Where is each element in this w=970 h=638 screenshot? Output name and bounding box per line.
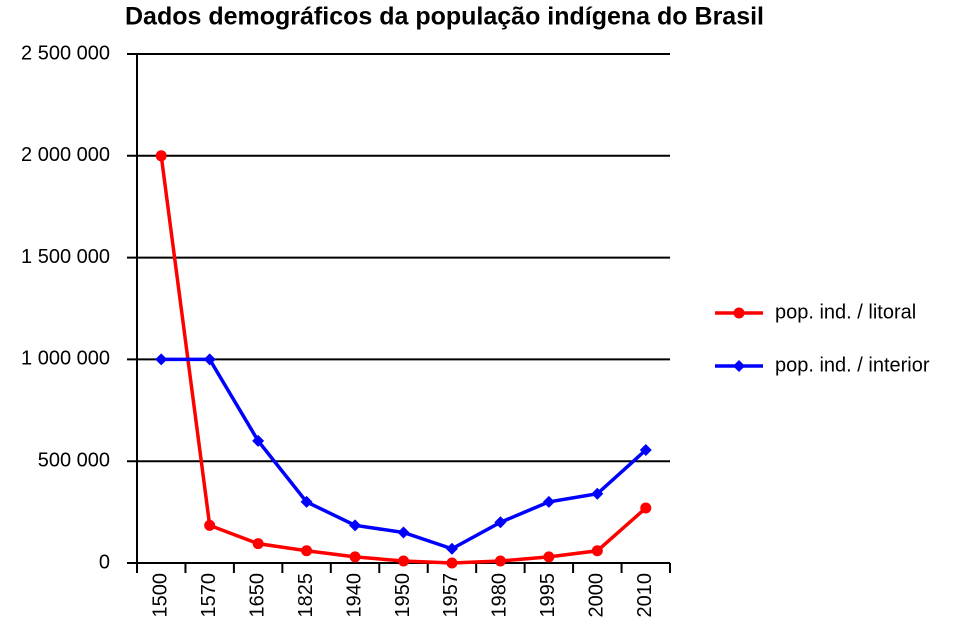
data-point bbox=[349, 551, 361, 563]
x-tick-label: 1950 bbox=[392, 573, 414, 618]
data-point bbox=[445, 542, 458, 555]
data-point bbox=[446, 557, 458, 569]
data-point bbox=[301, 545, 313, 557]
y-tick-label: 1 000 000 bbox=[21, 348, 110, 370]
legend-marker bbox=[733, 307, 745, 319]
legend-label: pop. ind. / interior bbox=[775, 354, 930, 376]
series-line bbox=[161, 357, 647, 551]
x-tick-label: 1825 bbox=[295, 573, 317, 618]
data-point bbox=[543, 551, 555, 563]
data-point bbox=[397, 526, 410, 539]
x-tick-label: 1940 bbox=[343, 573, 365, 618]
data-point bbox=[542, 495, 555, 508]
data-point bbox=[591, 545, 603, 557]
chart-title: Dados demográficos da população indígena… bbox=[125, 3, 764, 31]
x-tick-label: 1650 bbox=[246, 573, 268, 618]
data-point bbox=[155, 353, 168, 366]
data-point bbox=[494, 516, 507, 529]
x-tick-label: 1500 bbox=[150, 573, 172, 618]
legend-label: pop. ind. / litoral bbox=[775, 301, 916, 323]
data-point bbox=[640, 502, 652, 514]
x-tick-label: 1980 bbox=[489, 573, 511, 618]
legend-marker bbox=[733, 360, 745, 372]
data-point bbox=[204, 519, 216, 531]
y-tick-label: 0 bbox=[99, 551, 110, 573]
data-point bbox=[639, 444, 652, 457]
x-tick-label: 1957 bbox=[440, 573, 462, 618]
x-tick-label: 1570 bbox=[198, 573, 220, 618]
data-point bbox=[252, 538, 264, 550]
data-point bbox=[155, 150, 167, 162]
y-tick-label: 1 500 000 bbox=[21, 246, 110, 268]
x-tick-label: 2000 bbox=[586, 573, 608, 618]
data-point bbox=[494, 555, 506, 567]
data-point bbox=[300, 495, 313, 508]
x-tick-label: 1995 bbox=[537, 573, 559, 618]
y-tick-label: 500 000 bbox=[38, 449, 110, 471]
data-point bbox=[252, 434, 265, 447]
data-point bbox=[398, 555, 409, 567]
data-point bbox=[591, 487, 604, 500]
data-point bbox=[349, 519, 362, 532]
x-tick-label: 2010 bbox=[634, 573, 656, 618]
y-tick-label: 2 000 000 bbox=[21, 144, 110, 166]
y-tick-label: 2 500 000 bbox=[21, 42, 110, 64]
data-point bbox=[203, 353, 216, 366]
